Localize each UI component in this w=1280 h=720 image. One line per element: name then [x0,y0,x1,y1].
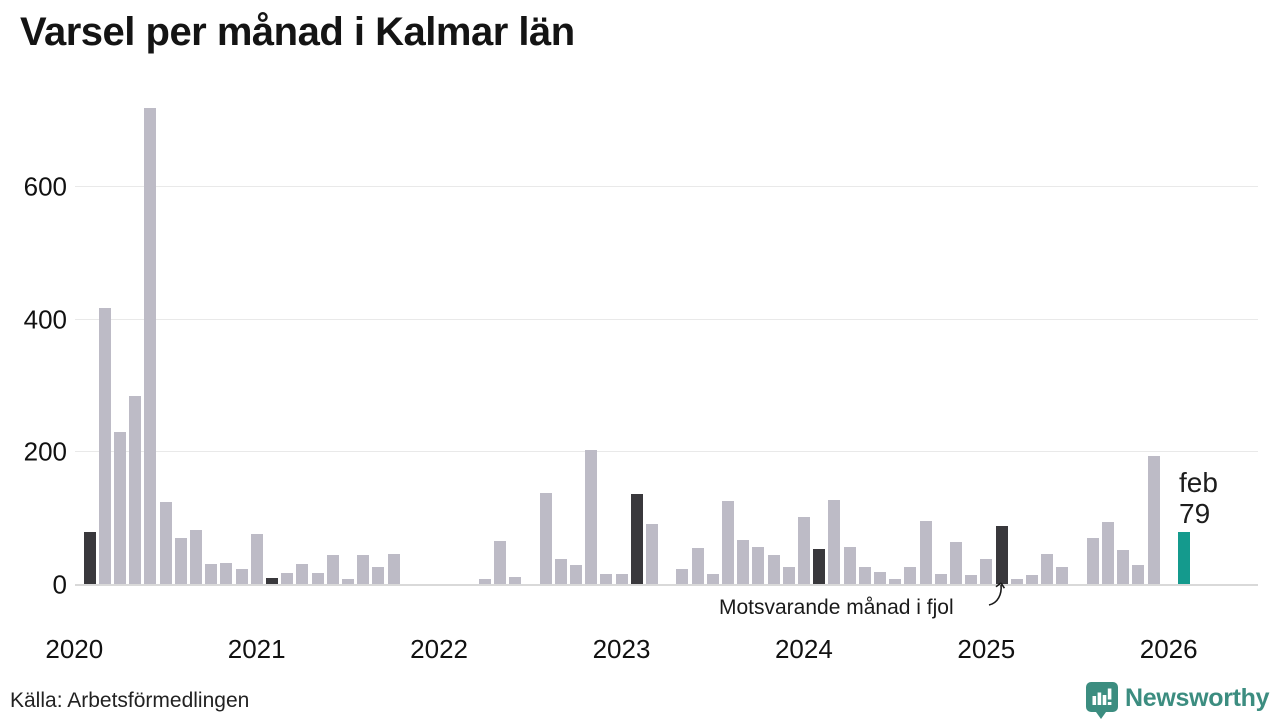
bar [387,554,400,584]
y-axis-tick-label: 600 [23,171,67,202]
y-axis-tick-label: 0 [52,569,67,600]
bar [205,564,218,584]
bar [980,559,993,584]
bar [144,108,157,584]
current-bar-month: feb [1179,467,1218,498]
bar [341,579,354,584]
bar [843,547,856,584]
bar [174,538,187,584]
bar [539,493,552,584]
bar [1147,456,1160,584]
bar [220,563,233,584]
bar [934,574,947,584]
bar-compare [265,578,278,584]
newsworthy-logo-icon [1086,682,1118,719]
x-axis-tick-label: 2023 [592,634,651,664]
bar [372,567,385,584]
bar [1117,550,1130,584]
bar [615,574,628,584]
x-axis-line [75,584,1258,586]
bar [357,555,370,584]
bar [752,547,765,584]
bar [873,572,886,584]
x-axis-tick-label: 2021 [227,634,286,664]
bar [828,500,841,584]
bar [706,574,719,584]
chart-title: Varsel per månad i Kalmar län [20,10,575,54]
bar-compare [813,549,826,584]
bar [281,573,294,584]
bar [1041,554,1054,584]
x-axis-tick-label: 2022 [410,634,469,664]
current-bar-value-label: feb 79 [1179,467,1218,529]
bar [1132,565,1145,584]
bar-compare [630,494,643,584]
bar [235,569,248,584]
gridline [75,451,1258,453]
bar [189,530,202,584]
bar [326,555,339,584]
bar [129,396,142,584]
gridline [75,186,1258,188]
bar [767,555,780,584]
bar [721,501,734,584]
x-axis-tick-label: 2025 [957,634,1016,664]
x-axis-tick-label: 2026 [1139,634,1198,664]
bar [858,567,871,584]
source-note: Källa: Arbetsförmedlingen [10,689,250,712]
annotation-label: Motsvarande månad i fjol [719,596,954,619]
y-axis-tick-label: 400 [23,304,67,335]
bar [569,565,582,584]
x-axis-tick-label: 2024 [774,634,833,664]
bar [296,564,309,584]
bar [1101,522,1114,584]
bar [250,534,263,584]
bar-highlight [1177,532,1190,584]
bar [1025,575,1038,584]
bar [600,574,613,584]
bar [311,573,324,584]
bar [676,569,689,584]
bar [478,579,491,584]
bar [1010,579,1023,584]
bar [797,517,810,584]
bar-compare [995,526,1008,584]
bar [904,567,917,584]
gridline [75,318,1258,320]
bar [554,559,567,584]
bar [585,450,598,584]
bar [1086,538,1099,584]
bar-compare [83,532,96,584]
bar [493,541,506,584]
bar [98,308,111,584]
brand-name: Newsworthy [1125,684,1270,712]
bar [1056,567,1069,584]
bar [782,567,795,584]
newsworthy-logo: Newsworthy [1086,682,1270,719]
bar [113,432,126,584]
annotation-arrow-icon [988,582,1006,606]
bar [737,540,750,584]
bar [889,579,902,584]
bar [691,548,704,584]
bar [965,575,978,584]
bar [509,577,522,584]
bar [645,524,658,584]
bar [159,502,172,584]
current-bar-value: 79 [1179,498,1211,529]
bar [919,521,932,584]
bar [949,542,962,584]
x-axis-tick-label: 2020 [45,634,104,664]
y-axis-tick-label: 200 [23,436,67,467]
